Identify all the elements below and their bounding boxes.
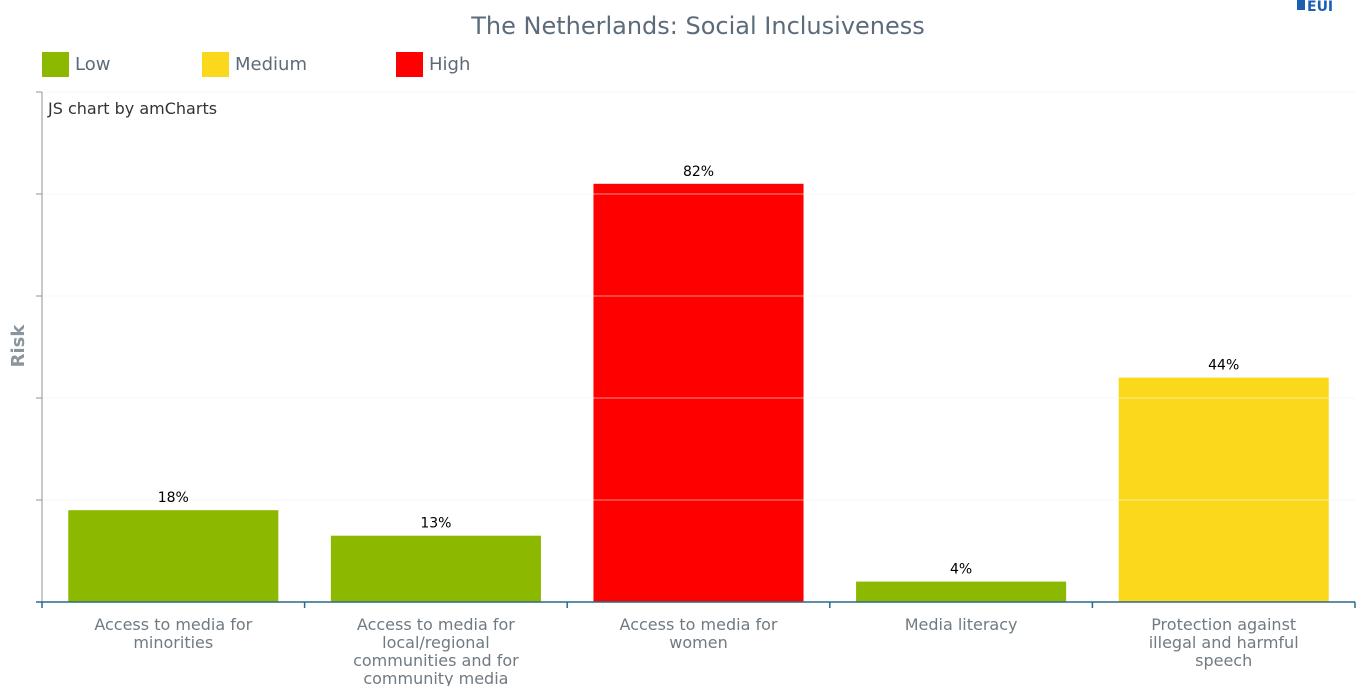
value-label: 82%	[683, 164, 714, 180]
y-axis-label: Risk	[8, 324, 29, 368]
legend-label: High	[429, 54, 470, 75]
axes	[36, 91, 1356, 608]
legend-item-low[interactable]: Low	[42, 52, 110, 77]
legend: Low Medium High	[42, 52, 470, 77]
bar[interactable]	[593, 183, 804, 603]
legend-swatch	[396, 52, 423, 77]
legend-swatch	[202, 52, 229, 77]
value-labels: 18% 13% 82% 4% 44%	[158, 164, 1240, 578]
category-labels: Access to media for minorities Access to m…	[94, 615, 1298, 686]
eui-logo: EUI	[1297, 0, 1333, 15]
bar[interactable]	[330, 535, 541, 602]
value-label: 44%	[1208, 358, 1239, 374]
logo-text: EUI	[1307, 0, 1333, 15]
amcharts-credit[interactable]: JS chart by amCharts	[47, 99, 217, 118]
legend-item-medium[interactable]: Medium	[202, 52, 307, 77]
category-label: Access to media for local/regional communi…	[353, 615, 519, 686]
bar[interactable]	[856, 581, 1067, 602]
bars	[42, 91, 1355, 603]
category-label: Media literacy	[905, 615, 1018, 634]
value-label: 4%	[950, 562, 972, 578]
category-label: Access to media for minorities	[94, 615, 252, 652]
legend-item-high[interactable]: High	[396, 52, 470, 77]
bar[interactable]	[68, 510, 279, 602]
legend-label: Low	[75, 54, 110, 75]
legend-swatch	[42, 52, 69, 77]
bar[interactable]	[1118, 377, 1329, 602]
category-label: Protection against illegal and harmful spe…	[1149, 615, 1299, 670]
legend-label: Medium	[235, 54, 307, 75]
value-label: 13%	[420, 516, 451, 532]
chart-title: The Netherlands: Social Inclusiveness	[470, 12, 925, 40]
value-label: 18%	[158, 490, 189, 506]
category-label: Access to media for women	[620, 615, 778, 652]
